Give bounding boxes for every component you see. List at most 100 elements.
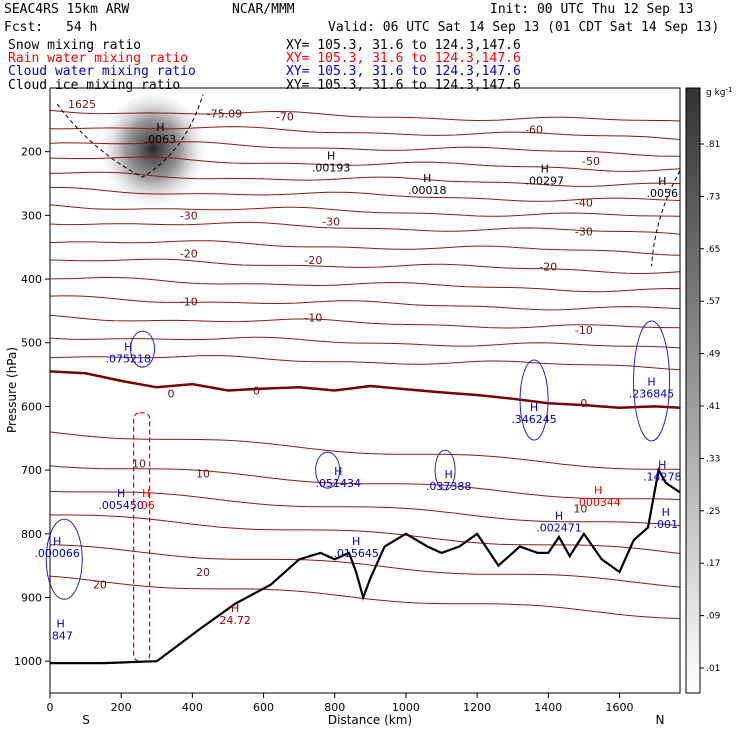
maximum-value-label: .236845: [629, 388, 675, 401]
isotherm-label: -75.09: [207, 107, 242, 120]
isotherm-label: -30: [180, 209, 198, 222]
maximum-marker: H: [117, 487, 125, 500]
y-tick-label: 500: [21, 337, 42, 350]
isotherm-line: [49, 355, 681, 371]
maximum-value-label: .06: [137, 499, 155, 512]
isotherm-line: [49, 109, 681, 122]
isotherm-label: -50: [582, 155, 600, 168]
colorbar-fill: [685, 87, 701, 694]
maximum-marker: H: [423, 172, 431, 185]
maximum-value-label: .00297: [525, 174, 564, 187]
isotherm-label: -40: [575, 197, 593, 210]
y-axis-title: Pressure (hPa): [5, 347, 19, 433]
maximum-marker: H: [647, 376, 655, 389]
cloud-water-contour: [434, 449, 456, 491]
maximum-value-label: .051434: [316, 477, 362, 490]
isotherm-line: [49, 186, 681, 202]
cloud-water-contour: [519, 359, 549, 441]
isotherm-label: 10: [573, 502, 587, 515]
isotherm-label: -20: [304, 254, 322, 267]
isotherm-label: -30: [575, 225, 593, 238]
maximum-marker: H: [445, 468, 453, 481]
colorbar-label: .25: [706, 507, 720, 517]
isotherm-label: -10: [180, 295, 198, 308]
maximum-value-label: .847: [48, 630, 73, 643]
maximum-value-label: .000066: [34, 547, 80, 560]
isotherm-line: [49, 156, 681, 172]
maximum-value-label: .015645: [333, 547, 379, 560]
isotherm-label: 0: [168, 388, 175, 401]
colorbar: .01 .09 .17 .25 .33 .41 .49 .57 .65 .73 .81 g kg-1: [685, 86, 732, 694]
colorbar-label: .41: [706, 402, 720, 412]
x-tick-label: 600: [253, 701, 274, 714]
isotherm-line: [49, 575, 681, 619]
colorbar-label: .17: [706, 559, 720, 569]
colorbar-label: .09: [706, 612, 721, 622]
cloud-ice-contour: [56, 94, 204, 178]
colorbar-label: .01: [706, 664, 720, 674]
colorbar-label: .73: [706, 192, 720, 202]
maximum-value-label: .037388: [426, 480, 472, 493]
valid-time: Valid: 06 UTC Sat 14 Sep 13 (01 CDT Sat …: [328, 20, 720, 35]
isotherm-line: [49, 141, 681, 157]
isotherm-label: 10: [196, 467, 210, 480]
maximum-value-label: .005450: [98, 499, 144, 512]
x-axis-title: Distance (km): [328, 713, 412, 727]
isotherm-line: [49, 544, 681, 588]
isotherm-label: 0: [580, 397, 587, 410]
field-xy-rain: XY= 105.3, 31.6 to 124.3,147.6: [286, 51, 521, 66]
maximum-value-label: .00018: [408, 184, 447, 197]
center-name: NCAR/MMM: [232, 2, 295, 17]
x-tick-label: 1000: [392, 701, 420, 714]
y-tick-label: 900: [21, 591, 42, 604]
x-end-label-south: S: [82, 713, 90, 727]
field-xy-cloud-ice: XY= 105.3, 31.6 to 124.3,147.6: [286, 78, 521, 93]
snow-shading: [98, 94, 209, 215]
x-tick-label: 200: [111, 701, 132, 714]
rain-water-contour: [133, 412, 151, 662]
isotherm-line: [49, 295, 681, 311]
forecast-label: Fcst:: [4, 20, 44, 35]
maximum-value-label: .000344: [575, 496, 621, 509]
maximum-marker: H: [352, 535, 360, 548]
maximum-marker: H: [231, 602, 239, 615]
init-time: Init: 00 UTC Thu 12 Sep 13: [490, 2, 694, 17]
cloud-water-contour: [315, 451, 341, 489]
model-title: SEAC4RS 15km ARW: [4, 2, 130, 17]
field-xy-cloud-water: XY= 105.3, 31.6 to 124.3,147.6: [286, 64, 521, 79]
colorbar-unit: g kg-1: [706, 86, 732, 98]
field-xy-snow: XY= 105.3, 31.6 to 124.3,147.6: [286, 38, 521, 53]
isotherm-line: [49, 431, 680, 470]
field-name-cloud-water: Cloud water mixing ratio: [8, 64, 196, 79]
isotherm-line: [49, 258, 681, 275]
isotherm-label: -30: [322, 216, 340, 229]
isotherm-label: -10: [575, 324, 593, 337]
maximum-value-label: .346245: [511, 413, 557, 426]
cloud-ice-contour: [651, 170, 681, 267]
isotherm-line: [50, 514, 681, 554]
isotherm-line: [49, 204, 681, 217]
x-tick-label: 400: [182, 701, 203, 714]
isotherm-label: -20: [539, 260, 557, 273]
maximum-marker: H: [555, 509, 563, 522]
maximum-marker: H: [530, 401, 538, 414]
x-end-label-north: N: [656, 713, 665, 727]
isotherm-line: [49, 336, 681, 349]
isotherm-line: [49, 221, 681, 235]
x-tick-label: 0: [47, 701, 54, 714]
maximum-marker: H: [658, 175, 666, 188]
y-tick-label: 600: [21, 400, 42, 413]
maximum-marker: H: [124, 341, 132, 354]
isotherm-line: [49, 314, 681, 329]
maximum-value-label: .001: [654, 518, 679, 531]
maximum-marker: H: [57, 618, 65, 631]
plot-area: 1625 -75.09 -70 -60 -50 -40 -30 -30 -30 -20 -20 -20…: [34, 94, 681, 665]
maximum-value-label: .002471: [536, 521, 582, 534]
colorbar-label: .33: [706, 454, 720, 464]
maximum-marker: H: [53, 535, 61, 548]
x-tick-label: 1200: [463, 701, 491, 714]
maximum-marker: H: [327, 150, 335, 163]
maximum-marker: H: [541, 162, 549, 175]
colorbar-label: .49: [706, 350, 721, 360]
